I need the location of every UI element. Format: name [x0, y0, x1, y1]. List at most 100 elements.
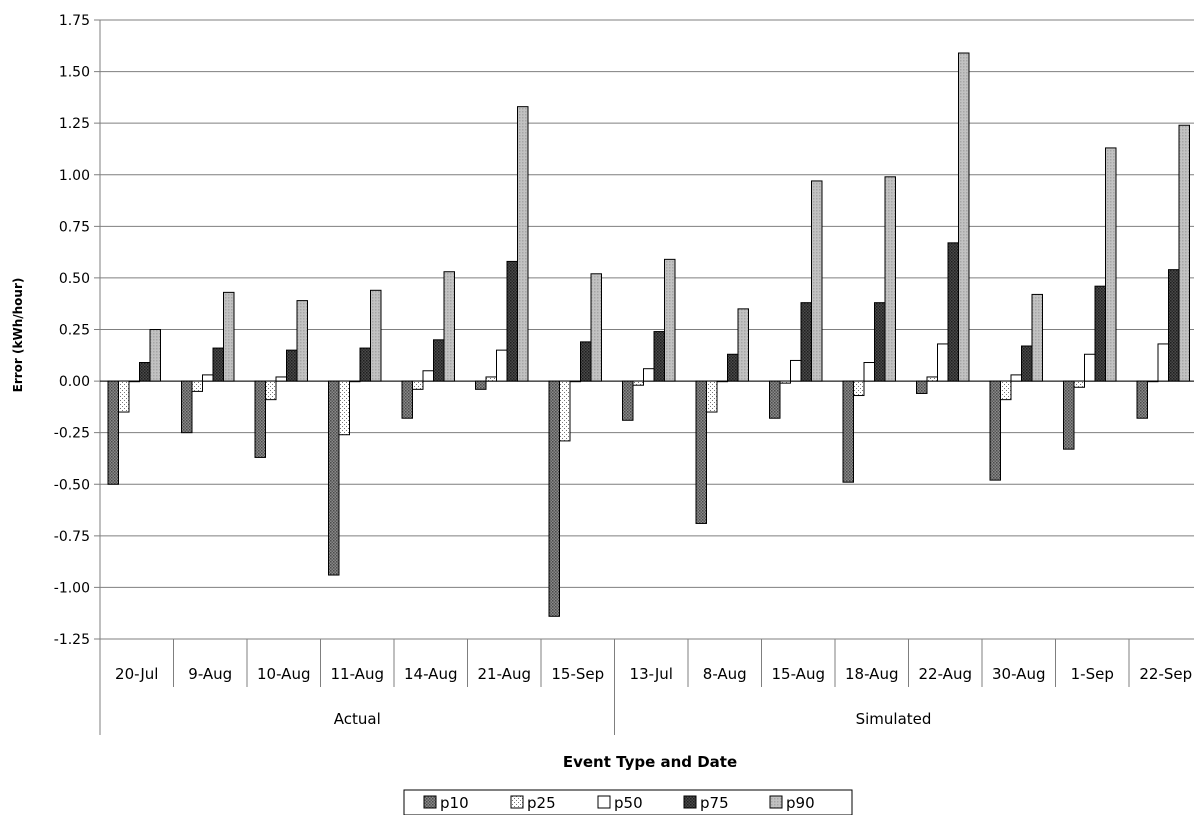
bar-p75-15-Aug [800, 302, 812, 382]
group-label: Actual [334, 710, 381, 728]
bar-p75-14-Aug [433, 339, 445, 382]
bar-p10-15-Sep [548, 380, 560, 617]
bar-p10-8-Aug [695, 380, 707, 524]
bar-p75-10-Aug [286, 349, 298, 382]
bar-p75-9-Aug [212, 347, 224, 382]
y-tick-label: 1.25 [59, 116, 90, 132]
bar-p90-1-Sep [1105, 147, 1117, 382]
bar-p10-11-Aug [328, 380, 340, 576]
x-tick-label: 18-Aug [845, 665, 898, 683]
bar-p10-13-Jul [622, 380, 634, 421]
bar-p50-15-Sep [569, 380, 581, 383]
x-tick-label: 10-Aug [257, 665, 310, 683]
bar-p75-15-Sep [580, 341, 592, 382]
bar-p25-15-Sep [559, 380, 571, 442]
bar-p90-18-Aug [884, 176, 896, 382]
legend-label-p10: p10 [440, 794, 469, 812]
bar-p75-18-Aug [874, 302, 886, 382]
y-tick-label: 1.00 [59, 168, 90, 184]
bar-p90-9-Aug [223, 291, 235, 382]
x-tick-label: 8-Aug [703, 665, 747, 683]
bar-p90-11-Aug [370, 289, 382, 382]
bar-p50-14-Aug [422, 370, 434, 382]
bar-p25-30-Aug [1000, 380, 1012, 401]
bar-p75-30-Aug [1021, 345, 1033, 382]
bar-p25-11-Aug [338, 380, 350, 436]
legend-swatch-p75 [683, 795, 697, 809]
bar-p10-22-Sep [1136, 380, 1148, 419]
bar-p90-15-Sep [590, 273, 602, 382]
legend-label-p75: p75 [700, 794, 729, 812]
x-tick-label: 22-Sep [1139, 665, 1192, 683]
y-axis-label: Error (kWh/hour) [11, 278, 25, 393]
bar-p25-1-Sep [1073, 380, 1085, 388]
bar-p90-22-Sep [1178, 124, 1190, 382]
bar-p25-22-Aug [926, 376, 938, 382]
y-tick-label: -1.00 [54, 580, 90, 596]
bar-p50-22-Aug [937, 343, 949, 382]
x-tick-label: 13-Jul [630, 665, 673, 683]
y-tick-label: 1.75 [59, 13, 90, 29]
bar-p25-8-Aug [706, 380, 718, 413]
bar-p50-13-Jul [643, 368, 655, 382]
bar-p10-14-Aug [401, 380, 413, 419]
bar-p25-14-Aug [412, 380, 424, 390]
x-tick-label: 14-Aug [404, 665, 457, 683]
bar-p75-1-Sep [1094, 285, 1106, 382]
bar-p10-10-Aug [254, 380, 266, 458]
bar-p25-13-Jul [632, 380, 644, 386]
y-tick-label: -0.50 [54, 477, 90, 493]
legend-swatch-p25 [510, 795, 524, 809]
bar-p25-20-Jul [118, 380, 130, 413]
bar-p75-22-Aug [947, 242, 959, 382]
bar-p50-9-Aug [202, 374, 214, 382]
legend-swatch-p10 [423, 795, 437, 809]
bar-p90-8-Aug [737, 308, 749, 382]
bar-p25-18-Aug [853, 380, 865, 397]
x-tick-label: 11-Aug [331, 665, 384, 683]
bar-p50-20-Jul [128, 380, 140, 383]
bar-p25-21-Aug [485, 376, 497, 382]
y-tick-label: 1.50 [59, 65, 90, 81]
y-tick-label: 0.50 [59, 271, 90, 287]
bar-p25-10-Aug [265, 380, 277, 401]
bar-p90-13-Jul [664, 258, 676, 382]
x-tick-label: 1-Sep [1071, 665, 1114, 683]
bar-p90-22-Aug [958, 52, 970, 382]
y-tick-label: 0.25 [59, 323, 90, 339]
x-axis-label: Event Type and Date [563, 753, 737, 771]
legend-label-p90: p90 [786, 794, 815, 812]
bar-p10-1-Sep [1063, 380, 1075, 450]
x-tick-label: 21-Aug [478, 665, 531, 683]
x-tick-label: 22-Aug [919, 665, 972, 683]
y-tick-label: -1.25 [54, 632, 90, 648]
bar-p50-15-Aug [790, 359, 802, 382]
legend-label-p25: p25 [527, 794, 556, 812]
bar-p10-9-Aug [181, 380, 193, 434]
y-tick-label: 0.00 [59, 374, 90, 390]
bar-p50-8-Aug [716, 380, 728, 383]
bar-p75-8-Aug [727, 353, 739, 382]
bar-p90-20-Jul [149, 329, 161, 382]
legend-label-p50: p50 [614, 794, 643, 812]
bar-p75-13-Jul [653, 331, 665, 382]
bars [107, 52, 1190, 617]
bar-p10-30-Aug [989, 380, 1001, 481]
y-tick-label: -0.75 [54, 529, 90, 545]
legend: p10 p25 p50 p75 p90 [403, 789, 853, 815]
legend-box [403, 789, 853, 815]
bar-p90-10-Aug [296, 300, 308, 382]
bar-p90-21-Aug [517, 106, 529, 382]
bar-p25-9-Aug [191, 380, 203, 392]
bar-p75-11-Aug [359, 347, 371, 382]
bar-p90-30-Aug [1031, 293, 1043, 382]
legend-swatch-p90 [769, 795, 783, 809]
bar-p75-22-Sep [1168, 269, 1180, 382]
bar-p10-21-Aug [475, 380, 487, 390]
bar-p50-11-Aug [349, 380, 361, 383]
bar-p10-20-Jul [107, 380, 119, 485]
bar-p50-30-Aug [1010, 374, 1022, 382]
bar-p75-20-Jul [139, 362, 151, 382]
group-label: Simulated [856, 710, 932, 728]
bar-p10-18-Aug [842, 380, 854, 483]
